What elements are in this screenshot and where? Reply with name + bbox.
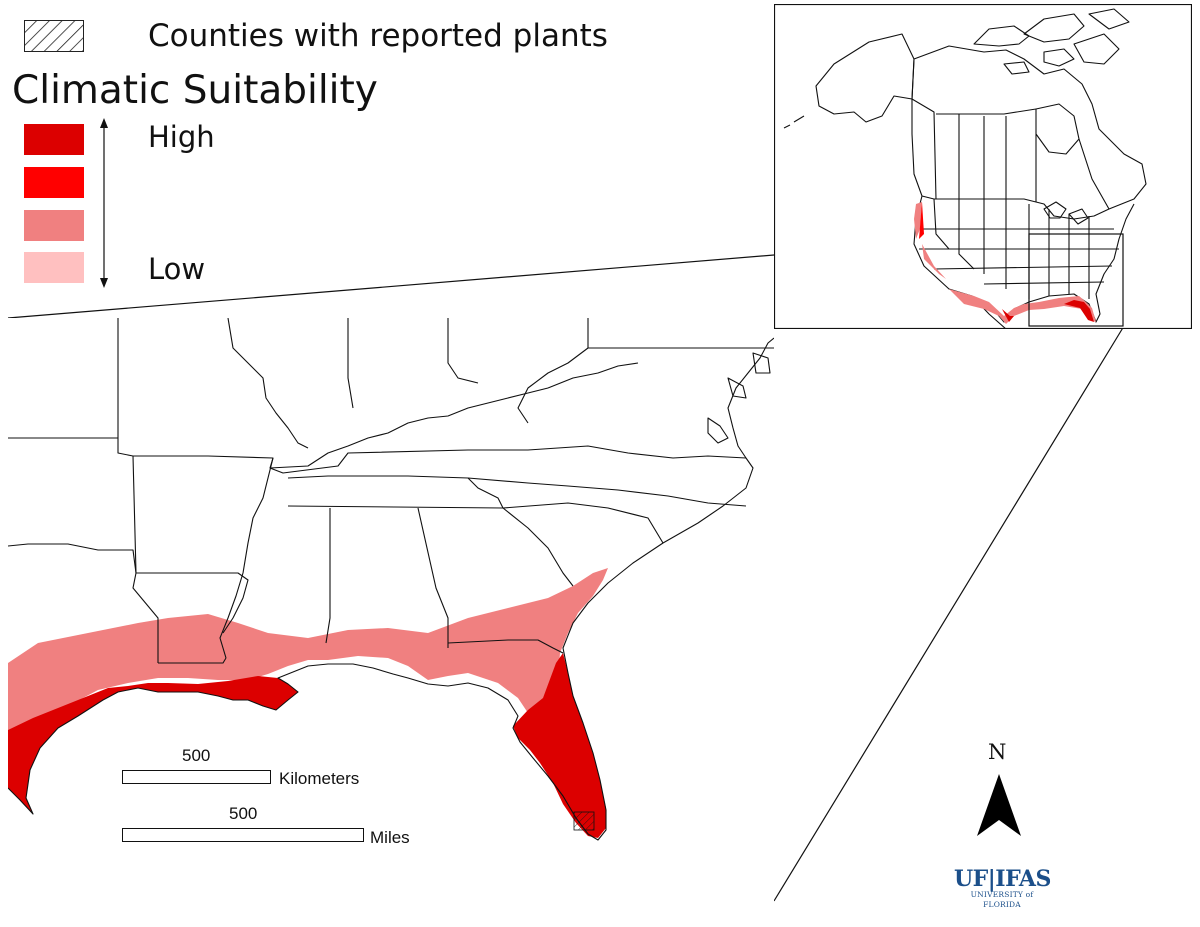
hatch-swatch: [24, 20, 84, 52]
north-label: N: [988, 740, 1007, 764]
scale-km-unit: Kilometers: [279, 769, 360, 788]
uf-ifas-logo: UF|IFAS UNIVERSITY of FLORIDA: [954, 866, 1051, 910]
logo-sub-text: UNIVERSITY of FLORIDA: [970, 890, 1034, 909]
suitability-low-zone: [8, 568, 608, 738]
scale-mi-value: 500: [229, 804, 258, 823]
legend-swatch-high: [24, 124, 84, 155]
scale-bar-kilometers: [122, 770, 271, 784]
legend-low-label: Low: [148, 252, 206, 286]
scale-bar-miles: [122, 828, 364, 842]
scale-km-value: 500: [182, 746, 211, 765]
double-arrow-icon: [100, 118, 108, 288]
reported-plants-county: [573, 811, 595, 831]
suitability-high-florida: [513, 653, 606, 838]
suitability-high-zone: [8, 676, 298, 814]
legend-swatch-medium-high: [24, 167, 84, 198]
north-arrow-icon: [977, 774, 1021, 836]
logo-main-text: UF|IFAS: [954, 866, 1051, 892]
inset-map-north-america: [774, 4, 1192, 329]
legend-title: Climatic Suitability: [12, 68, 378, 113]
legend-swatch-medium-low: [24, 210, 84, 241]
scale-mi-unit: Miles: [370, 828, 410, 847]
legend-swatch-low: [24, 252, 84, 283]
main-map-southeast-us: [8, 318, 774, 901]
hatch-legend-label: Counties with reported plants: [148, 18, 608, 54]
legend-high-label: High: [148, 120, 215, 154]
